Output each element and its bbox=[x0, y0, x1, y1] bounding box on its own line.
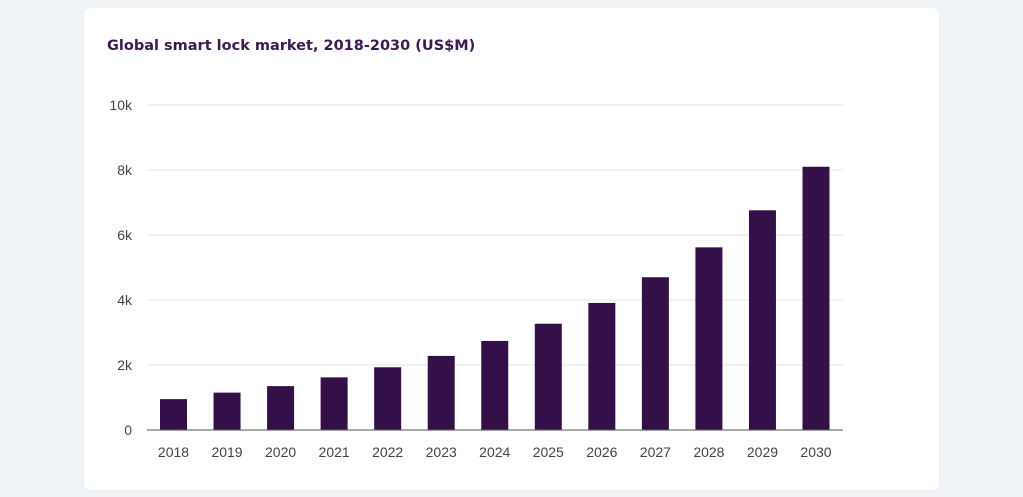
chart-title: Global smart lock market, 2018-2030 (US$… bbox=[107, 38, 476, 54]
x-tick-label: 2018 bbox=[158, 444, 189, 460]
bar-2025 bbox=[534, 323, 562, 430]
x-tick-label: 2024 bbox=[479, 444, 510, 460]
x-tick-label: 2026 bbox=[586, 444, 617, 460]
bar-2020 bbox=[267, 386, 295, 430]
bar-2018 bbox=[160, 399, 187, 430]
bar-2027 bbox=[641, 277, 669, 430]
y-tick-label: 0 bbox=[124, 422, 132, 438]
bar-2028 bbox=[695, 247, 723, 430]
bar-2030 bbox=[802, 166, 830, 430]
y-tick-label: 8k bbox=[117, 162, 133, 178]
x-tick-label: 2019 bbox=[211, 444, 242, 460]
x-tick-label: 2027 bbox=[640, 444, 671, 460]
y-tick-label: 4k bbox=[117, 292, 133, 308]
gridlines bbox=[147, 104, 843, 366]
bar-2029 bbox=[748, 210, 776, 430]
y-tick-label: 6k bbox=[117, 227, 133, 243]
x-tick-label: 2021 bbox=[319, 444, 350, 460]
x-tick-label: 2023 bbox=[426, 444, 457, 460]
x-tick-label: 2029 bbox=[747, 444, 778, 460]
y-axis-ticks: 0 2k 4k 6k 8k 10k bbox=[109, 97, 133, 438]
bar-2021 bbox=[320, 377, 348, 430]
x-axis-ticks: 2018 2019 2020 2021 2022 2023 2024 2025 2026 2027… bbox=[158, 444, 832, 460]
bar-2019 bbox=[213, 392, 241, 430]
y-tick-label: 2k bbox=[117, 357, 133, 373]
bar-2026 bbox=[588, 302, 616, 430]
x-tick-label: 2028 bbox=[693, 444, 724, 460]
y-tick-label: 10k bbox=[109, 97, 133, 113]
bar-2024 bbox=[481, 340, 509, 430]
x-tick-label: 2020 bbox=[265, 444, 296, 460]
x-tick-label: 2030 bbox=[800, 444, 831, 460]
bar-2023 bbox=[427, 355, 455, 430]
x-tick-label: 2025 bbox=[533, 444, 564, 460]
bars bbox=[160, 166, 830, 430]
bar-2022 bbox=[374, 367, 402, 430]
x-tick-label: 2022 bbox=[372, 444, 403, 460]
